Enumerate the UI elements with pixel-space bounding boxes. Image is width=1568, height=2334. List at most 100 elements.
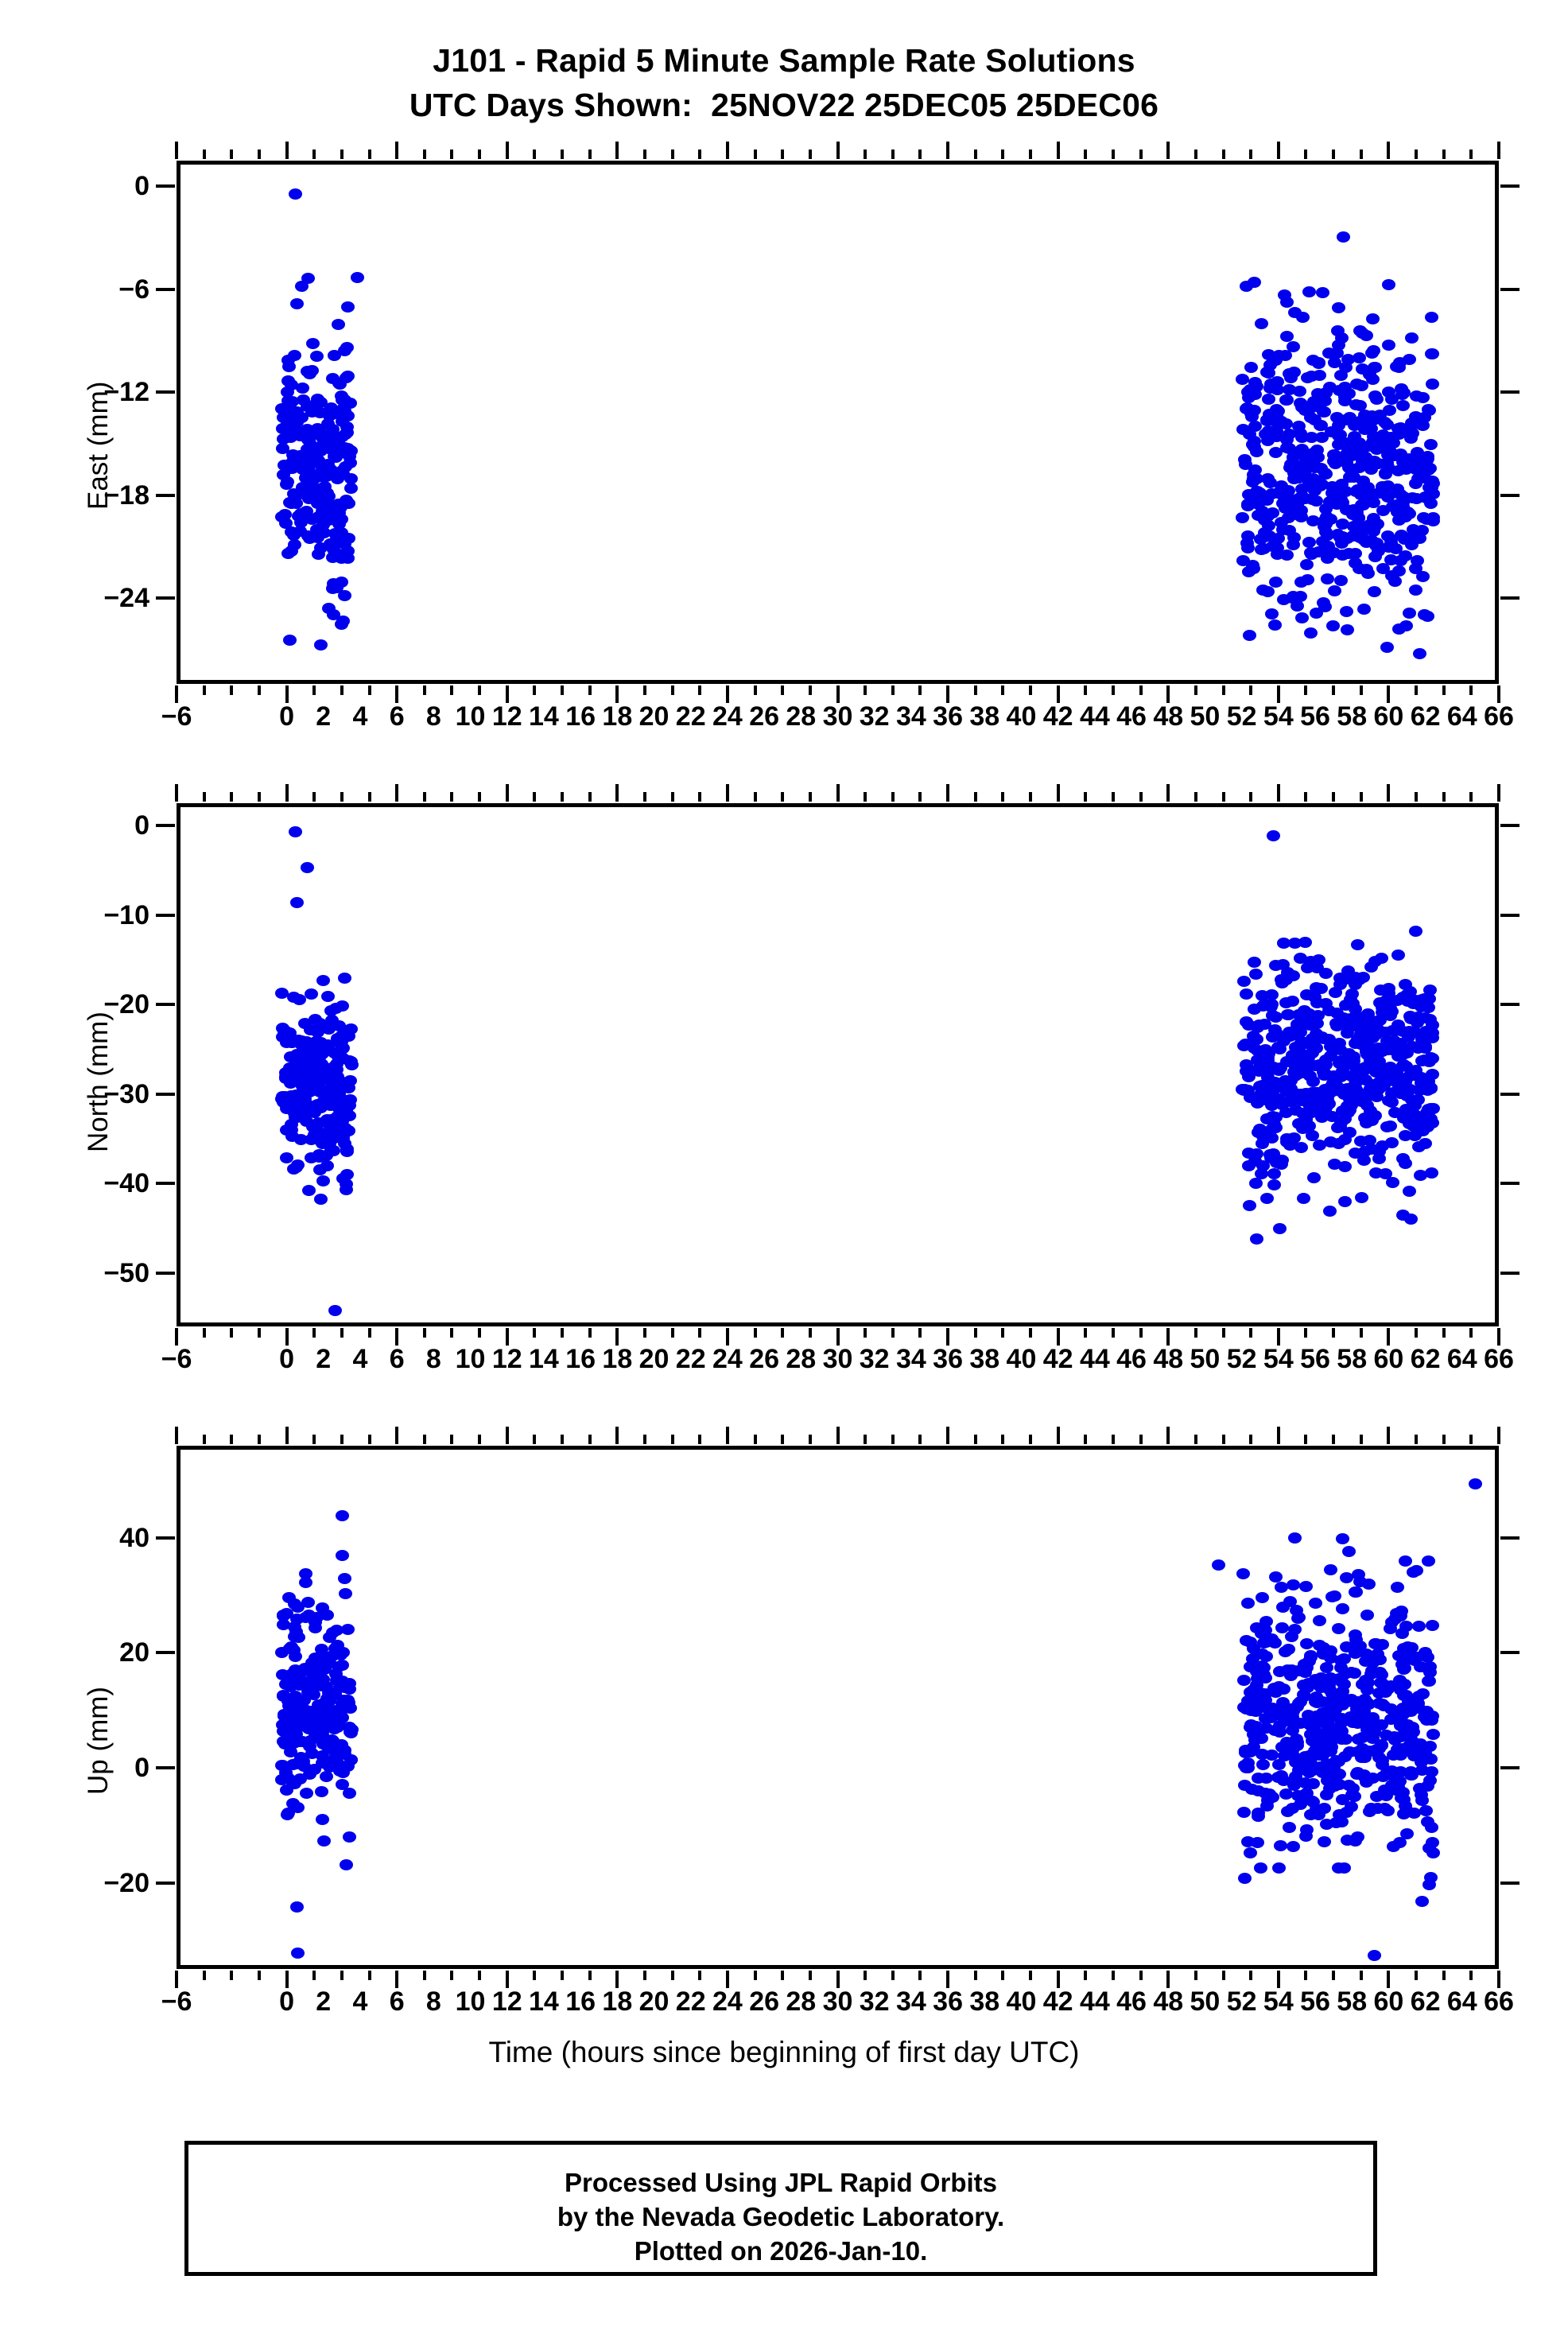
x-tick-minor xyxy=(561,1435,565,1444)
footer-line-2: by the Nevada Geodetic Laboratory. xyxy=(557,2202,1005,2231)
data-point xyxy=(1422,1740,1437,1752)
data-point xyxy=(1422,1879,1437,1891)
data-point xyxy=(1333,575,1348,587)
x-tick-minor xyxy=(918,1435,922,1444)
data-point xyxy=(1300,573,1314,585)
data-point xyxy=(333,378,347,390)
data-point xyxy=(1269,410,1283,421)
data-point xyxy=(1412,532,1426,544)
data-point xyxy=(336,1767,351,1779)
data-point xyxy=(1287,1579,1301,1591)
x-tick-major xyxy=(1166,1971,1170,1988)
data-point xyxy=(1305,1718,1319,1730)
x-tick-minor xyxy=(808,1971,812,1980)
data-point xyxy=(315,1814,329,1826)
data-point xyxy=(1355,363,1369,375)
data-point xyxy=(1310,495,1324,507)
x-tick-minor xyxy=(864,1971,867,1980)
x-tick-minor xyxy=(202,1971,206,1980)
data-point xyxy=(320,1704,335,1716)
data-point xyxy=(332,515,346,526)
data-point xyxy=(1391,1582,1405,1594)
data-point xyxy=(1262,367,1276,379)
x-tick-minor xyxy=(340,1435,343,1444)
data-point xyxy=(1407,1808,1422,1819)
data-point xyxy=(1243,428,1257,440)
data-point xyxy=(1236,1567,1250,1579)
data-point xyxy=(1269,447,1283,459)
data-point xyxy=(1287,532,1301,544)
data-point xyxy=(1410,492,1424,504)
data-point xyxy=(1380,419,1394,431)
data-point xyxy=(281,360,296,372)
data-point xyxy=(1361,441,1376,452)
data-point xyxy=(1258,1713,1272,1725)
x-tick-minor xyxy=(257,1435,261,1444)
data-point xyxy=(332,1660,346,1672)
data-point xyxy=(1266,1791,1280,1803)
data-point xyxy=(1280,394,1294,406)
data-point xyxy=(1360,535,1374,547)
data-point xyxy=(276,442,290,454)
data-point xyxy=(334,619,348,631)
data-point xyxy=(1244,362,1259,374)
x-tick-minor xyxy=(1304,1971,1308,1980)
data-point xyxy=(1306,515,1321,527)
x-tick-minor xyxy=(1249,1435,1253,1444)
data-point xyxy=(1267,1637,1282,1649)
data-point xyxy=(338,1572,352,1584)
data-point xyxy=(275,1646,289,1658)
data-point xyxy=(338,428,352,440)
data-point xyxy=(1320,553,1334,565)
data-point xyxy=(1339,452,1353,464)
x-tick-major xyxy=(725,1971,729,1988)
data-point xyxy=(1280,434,1294,446)
x-tick-minor xyxy=(918,1971,922,1980)
x-tick-minor xyxy=(1359,1435,1363,1444)
footer-box: Processed Using JPL Rapid Orbits by the … xyxy=(184,2141,1377,2276)
x-tick-label: −6 xyxy=(161,1986,192,2017)
data-point xyxy=(1316,1649,1330,1660)
data-point xyxy=(1396,1663,1411,1675)
data-point xyxy=(1376,480,1390,492)
data-point xyxy=(1409,390,1423,402)
x-tick-minor xyxy=(753,1971,757,1980)
x-tick-minor xyxy=(257,1971,261,1980)
data-point xyxy=(1346,521,1360,533)
data-point xyxy=(1279,442,1294,454)
data-point xyxy=(1309,1598,1323,1610)
data-point xyxy=(334,390,348,402)
data-point xyxy=(1368,1637,1383,1649)
x-tick-minor xyxy=(670,1435,674,1444)
data-point xyxy=(1325,620,1340,632)
data-point xyxy=(1398,550,1412,562)
data-point xyxy=(1356,603,1371,615)
data-point xyxy=(1332,1622,1346,1634)
x-tick-minor xyxy=(781,1435,785,1444)
data-point xyxy=(1403,607,1417,619)
data-point xyxy=(289,297,304,309)
x-tick-minor xyxy=(864,1435,867,1444)
x-tick-minor xyxy=(561,1971,565,1980)
data-point xyxy=(1384,570,1399,582)
x-tick-minor xyxy=(1304,1435,1308,1444)
data-point xyxy=(1276,524,1290,536)
data-point xyxy=(329,441,343,452)
x-tick-minor xyxy=(642,1971,646,1980)
data-point xyxy=(281,375,296,386)
x-tick-major xyxy=(1166,1427,1170,1444)
data-point xyxy=(1395,456,1410,468)
data-point xyxy=(1268,576,1283,588)
data-point xyxy=(1421,1555,1435,1567)
x-tick-major xyxy=(836,1971,840,1988)
y-tick-label: 20 xyxy=(119,1637,149,1668)
data-point xyxy=(328,1717,342,1729)
data-point xyxy=(1252,1810,1266,1822)
x-tick-minor xyxy=(312,1435,316,1444)
data-point xyxy=(328,1642,342,1654)
data-point xyxy=(313,445,328,457)
data-point xyxy=(1424,312,1438,324)
data-point xyxy=(1287,1532,1302,1544)
data-point xyxy=(1381,340,1395,351)
